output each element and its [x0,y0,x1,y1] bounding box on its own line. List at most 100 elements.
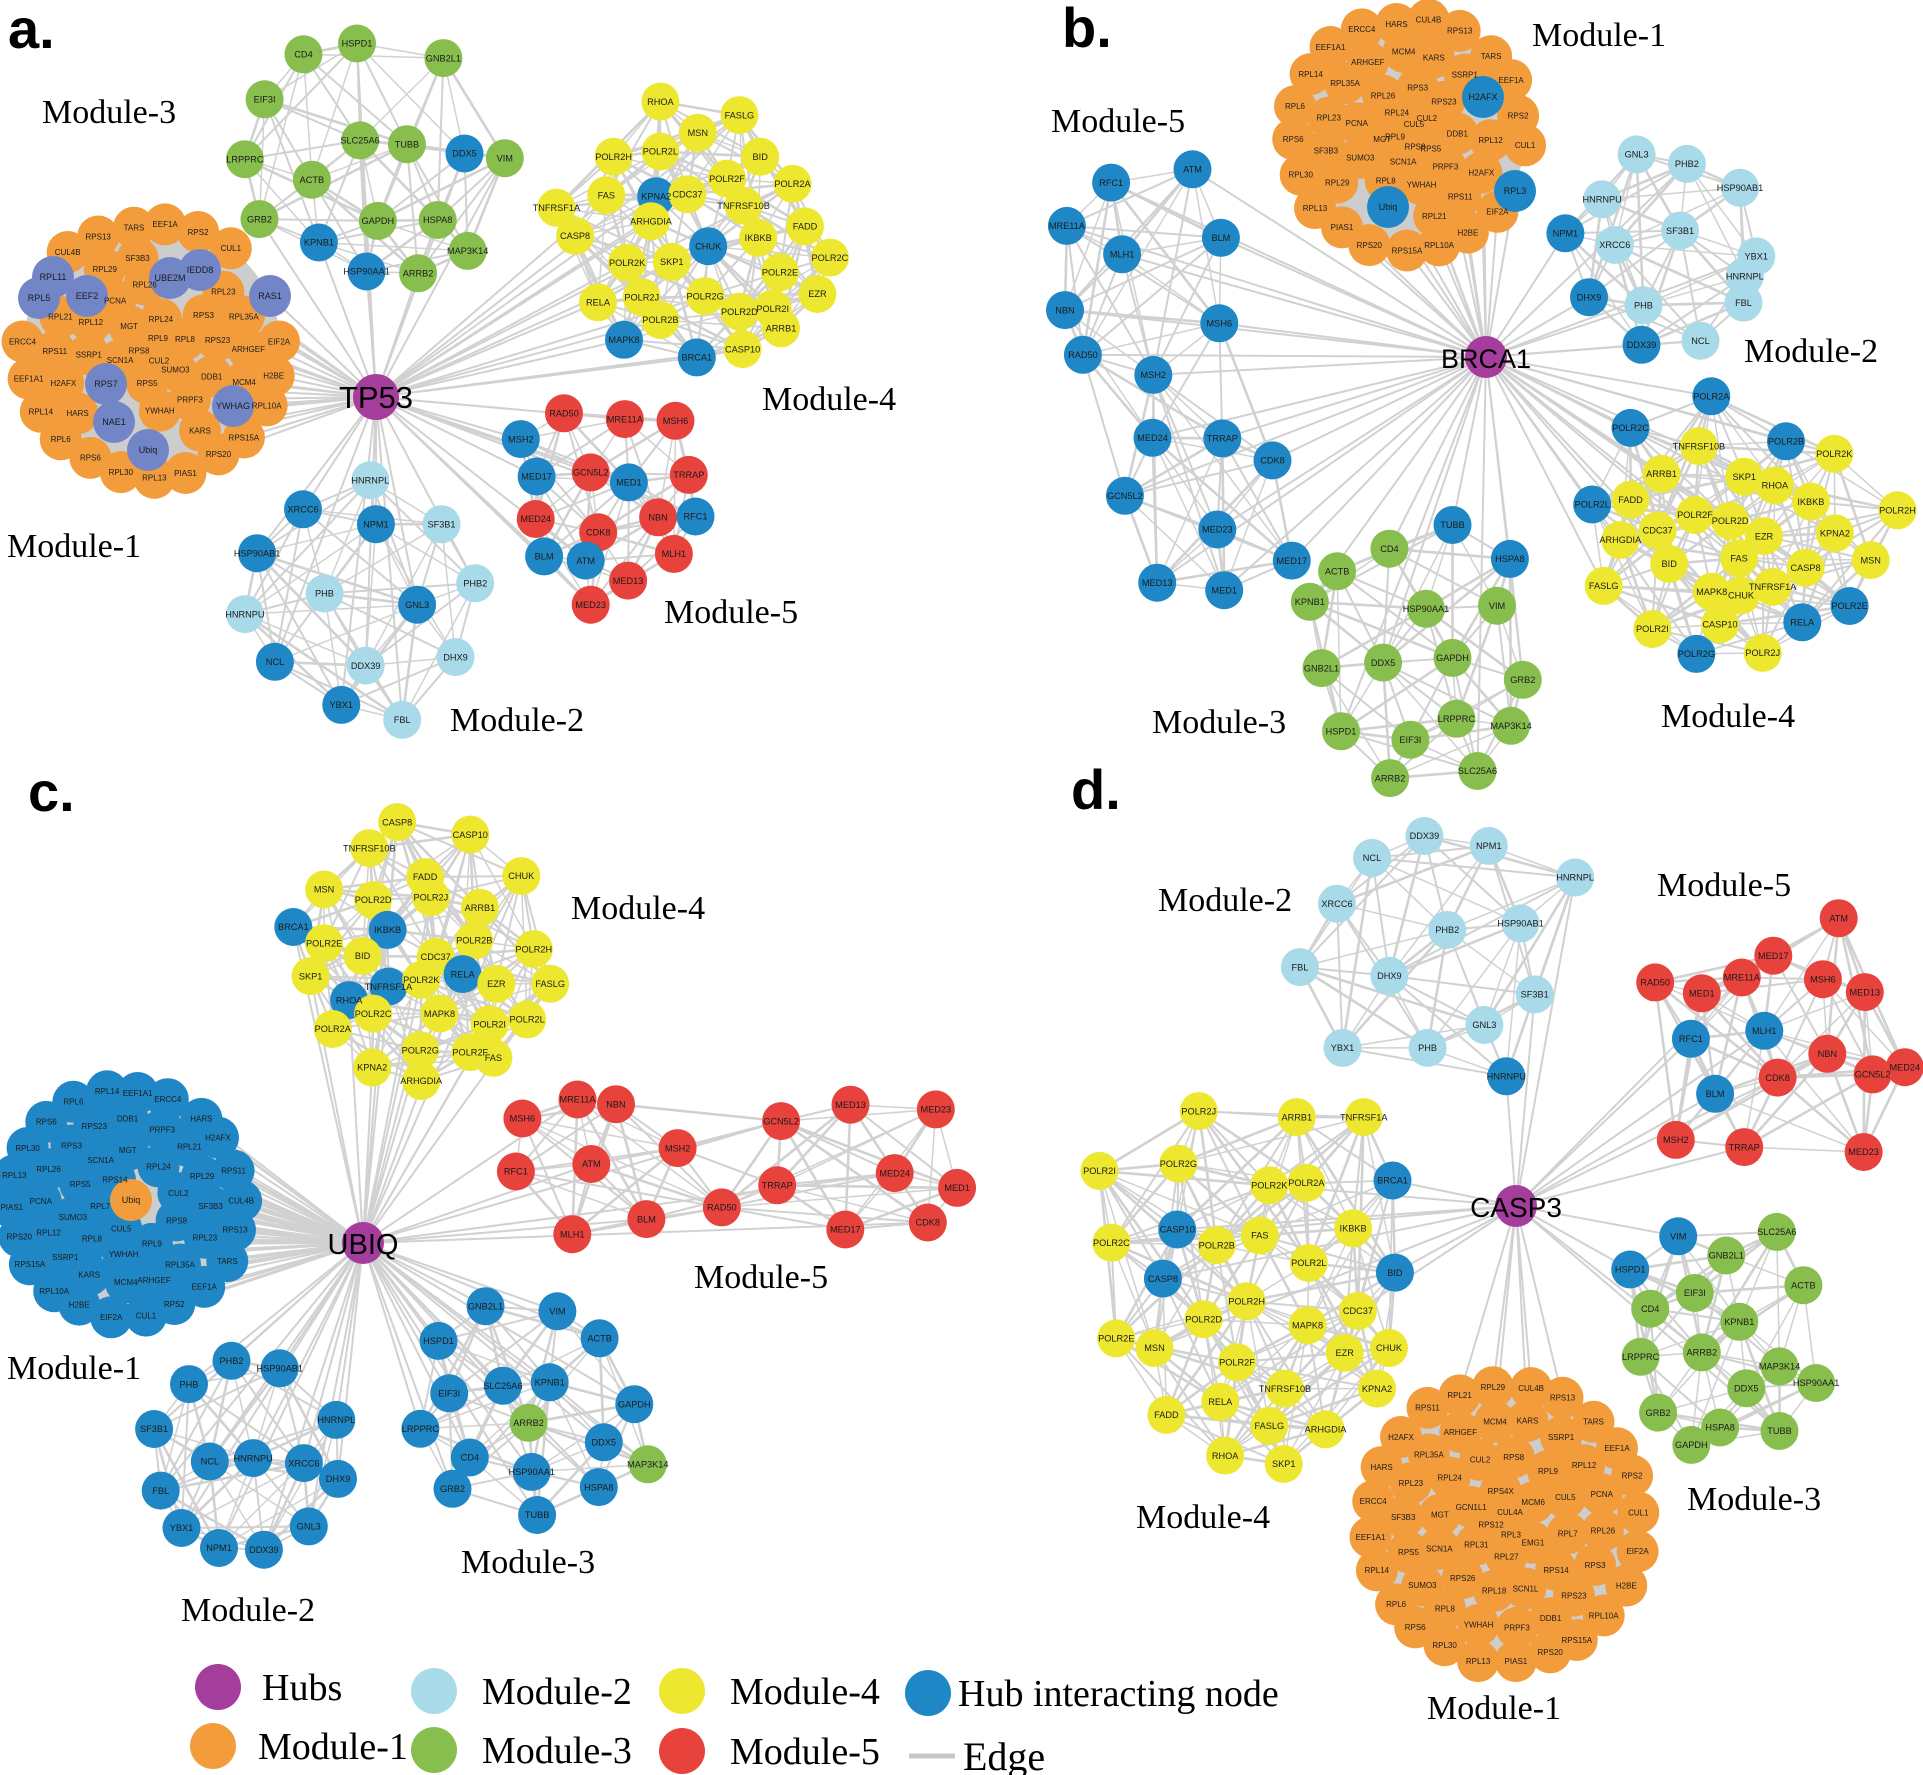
svg-text:SF3B1: SF3B1 [1666,226,1694,236]
svg-text:SF3B1: SF3B1 [140,1424,168,1434]
svg-text:RPL6: RPL6 [1386,1600,1407,1609]
svg-text:CUL4B: CUL4B [1518,1384,1544,1393]
svg-text:XRCC6: XRCC6 [1599,240,1630,250]
svg-text:EIF3I: EIF3I [1399,735,1421,745]
svg-text:DHX9: DHX9 [1577,292,1602,302]
svg-text:DDX5: DDX5 [592,1438,617,1448]
svg-text:CASP10: CASP10 [1702,619,1737,629]
svg-text:RPL23: RPL23 [211,288,236,297]
svg-text:Module-1: Module-1 [7,1350,141,1387]
svg-text:SSRP1: SSRP1 [1548,1433,1575,1442]
svg-text:RPL13: RPL13 [1303,204,1328,213]
svg-text:PIAS1: PIAS1 [174,469,197,478]
svg-text:POLR2I: POLR2I [1083,1166,1116,1176]
svg-text:RPS23: RPS23 [205,336,231,345]
svg-text:CUL1: CUL1 [136,1311,157,1320]
svg-text:SSRP1: SSRP1 [76,350,103,359]
svg-text:DDX39: DDX39 [249,1545,279,1555]
svg-text:TUBB: TUBB [1440,520,1465,530]
svg-text:NBN: NBN [1055,305,1074,315]
svg-text:POLR2J: POLR2J [414,892,449,902]
svg-text:RPL23: RPL23 [193,1234,218,1243]
svg-text:RPS23: RPS23 [1561,1591,1587,1600]
svg-text:RPS2: RPS2 [188,228,209,237]
svg-text:CUL5: CUL5 [1404,120,1425,129]
svg-text:CASP8: CASP8 [1148,1274,1178,1284]
svg-text:POLR2J: POLR2J [624,292,659,302]
svg-text:HSP90AB1: HSP90AB1 [234,548,280,558]
svg-text:MAPK8: MAPK8 [608,335,639,345]
svg-text:PHB: PHB [1418,1043,1437,1053]
svg-text:RELA: RELA [586,298,611,308]
svg-text:CDK8: CDK8 [916,1218,941,1228]
svg-text:Module-3: Module-3 [461,1544,595,1581]
svg-text:FASLG: FASLG [725,110,755,120]
svg-text:RPL12: RPL12 [1478,136,1503,145]
svg-text:RPS8: RPS8 [1405,143,1426,152]
svg-text:FBL: FBL [1735,298,1752,308]
svg-text:YWHAH: YWHAH [1464,1621,1494,1630]
svg-text:Edge: Edge [963,1734,1045,1775]
svg-text:RPS13: RPS13 [222,1226,248,1235]
svg-text:RPL30: RPL30 [109,468,134,477]
svg-text:RPL27: RPL27 [1494,1552,1519,1561]
svg-text:HSP90AB1: HSP90AB1 [1497,919,1543,929]
svg-text:SF3B3: SF3B3 [1314,147,1339,156]
svg-text:DHX9: DHX9 [1377,971,1402,981]
svg-text:SF3B3: SF3B3 [198,1202,223,1211]
svg-text:VIM: VIM [1670,1232,1686,1242]
svg-text:POLR2I: POLR2I [473,1019,506,1029]
svg-text:POLR2E: POLR2E [306,939,342,949]
svg-text:HARS: HARS [66,409,88,418]
svg-text:PHB: PHB [1634,301,1653,311]
svg-text:GAPDH: GAPDH [1675,1440,1708,1450]
svg-text:HNRNPU: HNRNPU [1487,1072,1526,1082]
svg-text:EIF3I: EIF3I [438,1389,460,1399]
svg-text:POLR2E: POLR2E [1831,601,1867,611]
svg-text:CDK8: CDK8 [586,528,611,538]
svg-text:RPS3: RPS3 [1585,1561,1606,1570]
svg-text:FBL: FBL [152,1486,169,1496]
svg-text:Ubiq: Ubiq [122,1195,141,1205]
svg-text:SKP1: SKP1 [660,257,684,267]
svg-text:CUL2: CUL2 [168,1189,189,1198]
svg-text:RELA: RELA [1790,618,1815,628]
svg-text:RFC1: RFC1 [684,512,708,522]
svg-text:ARHGDIA: ARHGDIA [1305,1425,1348,1435]
svg-text:FAS: FAS [598,190,615,200]
svg-text:MGT: MGT [1373,135,1391,144]
svg-text:HSP90AA1: HSP90AA1 [343,267,389,277]
svg-text:POLR2G: POLR2G [1678,649,1715,659]
svg-text:ARHGDIA: ARHGDIA [400,1076,443,1086]
svg-text:EIF2A: EIF2A [1486,208,1509,217]
svg-text:RPS20: RPS20 [7,1232,33,1241]
svg-text:TNFRSF1A: TNFRSF1A [1340,1112,1388,1122]
svg-text:TUBB: TUBB [525,1510,550,1520]
svg-text:RPL24: RPL24 [1385,108,1410,117]
svg-text:POLR2A: POLR2A [1693,392,1730,402]
svg-text:ACTB: ACTB [300,175,325,185]
svg-text:PCNA: PCNA [104,297,127,306]
svg-text:BLM: BLM [1706,1089,1725,1099]
svg-text:PRPF3: PRPF3 [177,395,203,404]
svg-text:EEF1A1: EEF1A1 [123,1089,153,1098]
svg-text:GCN5L2: GCN5L2 [1855,1070,1891,1080]
svg-text:EIF2A: EIF2A [1626,1547,1649,1556]
svg-text:MCM4: MCM4 [114,1278,138,1287]
svg-text:DDX39: DDX39 [351,661,381,671]
svg-text:HSP90AA1: HSP90AA1 [1793,1378,1839,1388]
svg-text:TRRAP: TRRAP [1729,1142,1760,1152]
svg-text:Module-4: Module-4 [571,890,705,927]
svg-text:HNRNPL: HNRNPL [351,475,389,485]
svg-text:CASP3: CASP3 [1470,1192,1562,1223]
svg-text:SF3B3: SF3B3 [1391,1513,1416,1522]
svg-text:PHB: PHB [315,589,334,599]
svg-text:MCM6: MCM6 [1521,1498,1545,1507]
svg-text:GNB2L1: GNB2L1 [1709,1251,1744,1261]
svg-text:ARRB1: ARRB1 [1281,1112,1312,1122]
svg-text:CDC37: CDC37 [1343,1306,1373,1316]
svg-text:SCN1L: SCN1L [1513,1584,1539,1593]
svg-text:CHUK: CHUK [508,871,535,881]
svg-text:DHX9: DHX9 [443,652,468,662]
svg-text:MED13: MED13 [1142,578,1173,588]
